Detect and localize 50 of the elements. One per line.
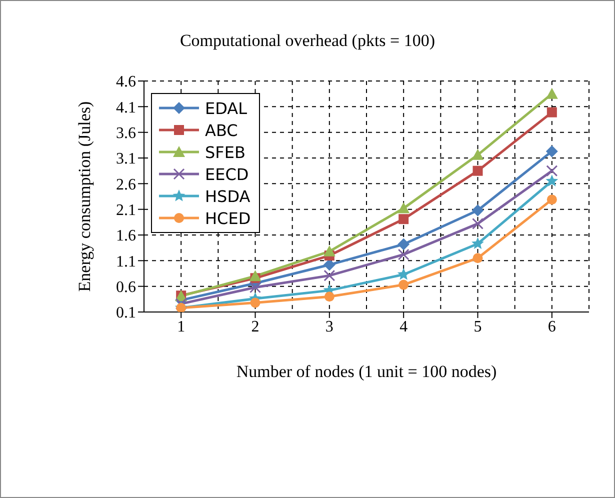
point [324,270,336,282]
legend-label: ABC [205,120,238,140]
y-tick-label: 3.1 [116,150,136,168]
legend-label: HCED [205,208,251,228]
y-tick-label: 0.1 [116,304,136,322]
y-tick-label: 1.6 [116,228,136,245]
point [546,194,557,205]
x-tick-label: 5 [474,318,482,336]
point [546,145,558,158]
point [472,253,483,264]
y-tick-label: 0.6 [116,279,136,296]
x-tick-label: 3 [325,318,334,336]
point [472,166,483,176]
y-tick-label: 4.6 [116,74,136,91]
point [398,238,410,250]
y-tick-label: 4.1 [116,99,136,116]
point [398,248,410,260]
y-tick-label: 2.6 [116,176,136,194]
point [250,298,260,308]
point [324,292,334,302]
point [323,245,336,256]
legend-label: EDAL [205,98,248,118]
point [398,202,410,214]
x-tick-label: 2 [251,318,260,336]
point [472,218,484,230]
point [546,165,558,177]
point [397,268,410,280]
point [472,148,484,160]
y-tick-label: 1.1 [116,253,136,270]
point [546,174,558,186]
y-axis-title: Energy consumption (Jules) [75,101,94,292]
point [398,280,409,290]
legend-label: HSDA [205,186,250,206]
point [249,270,262,282]
x-tick-label: 4 [400,318,408,336]
point [175,298,187,310]
chart-title: Computational overhead (pkts = 100) [178,31,436,51]
point [472,237,484,249]
x-axis-title: Number of nodes (1 unit = 100 nodes) [236,362,497,381]
point [472,204,484,216]
y-tick-label: 2.1 [116,202,136,220]
point [546,107,557,118]
point [546,88,558,99]
point [250,282,261,294]
point [398,214,409,224]
y-tick-label: 3.6 [116,125,136,142]
x-tick-label: 6 [548,318,556,336]
legend-label: SFEB [205,142,246,162]
x-tick-label: 1 [177,318,186,336]
legend-label: EECD [205,164,249,184]
